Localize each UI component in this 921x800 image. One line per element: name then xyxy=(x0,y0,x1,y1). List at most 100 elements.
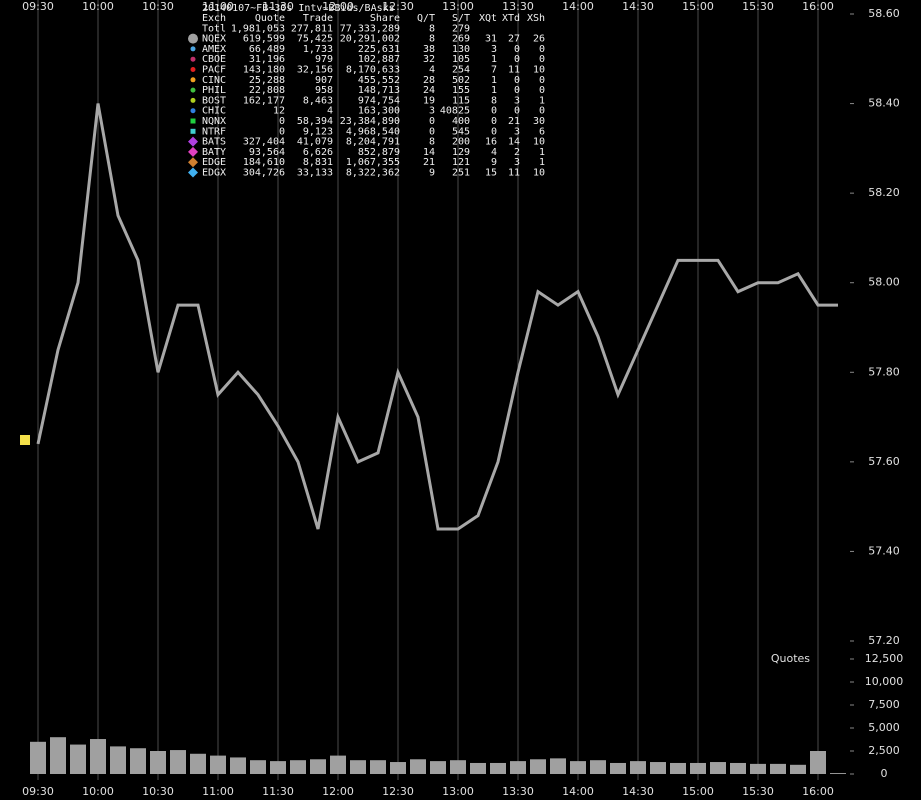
legend-cell: 3 xyxy=(429,106,435,117)
legend-cell: 958 xyxy=(315,85,333,96)
legend-cell: NQNX xyxy=(202,116,226,127)
legend-cell: 0 xyxy=(514,75,520,86)
legend-header: Q/T xyxy=(417,13,435,24)
volume-bar xyxy=(710,762,726,774)
y-tick-label: 10,000 xyxy=(865,675,904,688)
legend-cell: 32 xyxy=(423,54,435,65)
x-tick-label: 13:00 xyxy=(442,0,474,13)
volume-bar xyxy=(170,750,186,774)
legend-marker xyxy=(188,157,198,168)
legend-cell: 251 xyxy=(452,168,470,179)
legend-cell: 0 xyxy=(514,44,520,55)
legend-cell: 32,156 xyxy=(297,65,333,76)
legend-title: 20140107~FB~30s Intv~BBids/BAsks xyxy=(202,3,395,14)
legend-header: XQt xyxy=(479,13,497,24)
volume-bar xyxy=(770,763,786,774)
volume-bar xyxy=(470,762,486,774)
legend-cell: AMEX xyxy=(202,44,226,55)
legend-cell: 304,726 xyxy=(243,168,285,179)
legend-cell: 8 xyxy=(429,34,435,45)
x-tick-label: 13:30 xyxy=(502,785,534,798)
legend-cell: 6 xyxy=(539,126,545,137)
x-tick-label: 15:30 xyxy=(742,785,774,798)
legend-marker xyxy=(190,118,196,124)
legend-cell: 162,177 xyxy=(243,95,285,106)
volume-bar xyxy=(250,760,266,774)
x-tick-label: 13:30 xyxy=(502,0,534,13)
volume-bar xyxy=(690,762,706,774)
volume-bar xyxy=(670,762,686,774)
legend-cell: 77,333,289 xyxy=(340,23,400,34)
volume-bar xyxy=(550,758,566,774)
legend-cell: 1,733 xyxy=(303,44,333,55)
legend-cell: 11 xyxy=(508,65,520,76)
legend-cell: CBOE xyxy=(202,54,226,65)
x-tick-label: 14:30 xyxy=(622,0,654,13)
volume-bar xyxy=(410,759,426,774)
legend-cell: 93,564 xyxy=(249,147,285,158)
legend-cell: 27 xyxy=(508,34,520,45)
legend-cell: 9 xyxy=(491,157,497,168)
legend-cell: Totl xyxy=(202,23,226,34)
volume-bar xyxy=(530,759,546,774)
volume-bar xyxy=(290,760,306,774)
legend-cell: 907 xyxy=(315,75,333,86)
legend-cell: 26 xyxy=(533,34,545,45)
x-tick-label: 11:00 xyxy=(202,0,234,13)
volume-bar xyxy=(70,744,86,774)
legend-cell: 0 xyxy=(539,54,545,65)
legend-cell: 8,204,791 xyxy=(346,137,400,148)
x-tick-label: 15:30 xyxy=(742,0,774,13)
y-tick-label: 5,000 xyxy=(868,721,900,734)
legend-cell: BATS xyxy=(202,137,226,148)
legend-cell: PHIL xyxy=(202,85,226,96)
legend-cell: 0 xyxy=(491,116,497,127)
x-tick-label: 13:00 xyxy=(442,785,474,798)
legend-cell: 21 xyxy=(423,157,435,168)
legend-cell: 200 xyxy=(452,137,470,148)
legend-cell: 10 xyxy=(533,168,545,179)
legend-marker xyxy=(190,56,196,62)
volume-bar xyxy=(450,760,466,774)
legend-cell: 23,384,890 xyxy=(340,116,400,127)
legend-marker xyxy=(188,33,198,44)
legend-cell: 24 xyxy=(423,85,435,96)
legend-cell: 143,180 xyxy=(243,65,285,76)
legend-marker xyxy=(188,167,198,178)
legend-cell: 279 xyxy=(452,23,470,34)
legend-cell: 0 xyxy=(491,126,497,137)
x-tick-label: 12:30 xyxy=(382,785,414,798)
legend-cell: 8 xyxy=(491,95,497,106)
y-tick-label: 12,500 xyxy=(865,652,904,665)
legend-cell: 31 xyxy=(485,34,497,45)
legend-cell: 33,133 xyxy=(297,168,333,179)
volume-bar xyxy=(490,762,506,774)
legend-cell: BATY xyxy=(202,147,226,158)
legend-marker xyxy=(188,136,198,147)
legend-marker xyxy=(190,87,196,93)
legend-cell: 0 xyxy=(539,106,545,117)
x-tick-label: 14:30 xyxy=(622,785,654,798)
legend-cell: CINC xyxy=(202,75,226,86)
legend-cell: 1 xyxy=(539,147,545,158)
x-tick-label: 11:00 xyxy=(202,785,234,798)
volume-bar xyxy=(230,757,246,774)
x-tick-label: 10:30 xyxy=(142,785,174,798)
legend-cell: 163,300 xyxy=(358,106,400,117)
legend-cell: 7 xyxy=(491,65,497,76)
legend-cell: PACF xyxy=(202,65,226,76)
x-tick-label: 10:00 xyxy=(82,0,114,13)
volume-bar xyxy=(790,764,806,774)
legend-cell: 3 xyxy=(514,126,520,137)
legend-cell: 400 xyxy=(452,116,470,127)
legend-cell: 0 xyxy=(514,85,520,96)
legend-header: Trade xyxy=(303,13,333,24)
legend-cell: 225,631 xyxy=(358,44,400,55)
legend-cell: 22,808 xyxy=(249,85,285,96)
legend-cell: 502 xyxy=(452,75,470,86)
legend-cell: 0 xyxy=(491,106,497,117)
legend-cell: 8,463 xyxy=(303,95,333,106)
volume-bar xyxy=(430,761,446,774)
legend-cell: 38 xyxy=(423,44,435,55)
